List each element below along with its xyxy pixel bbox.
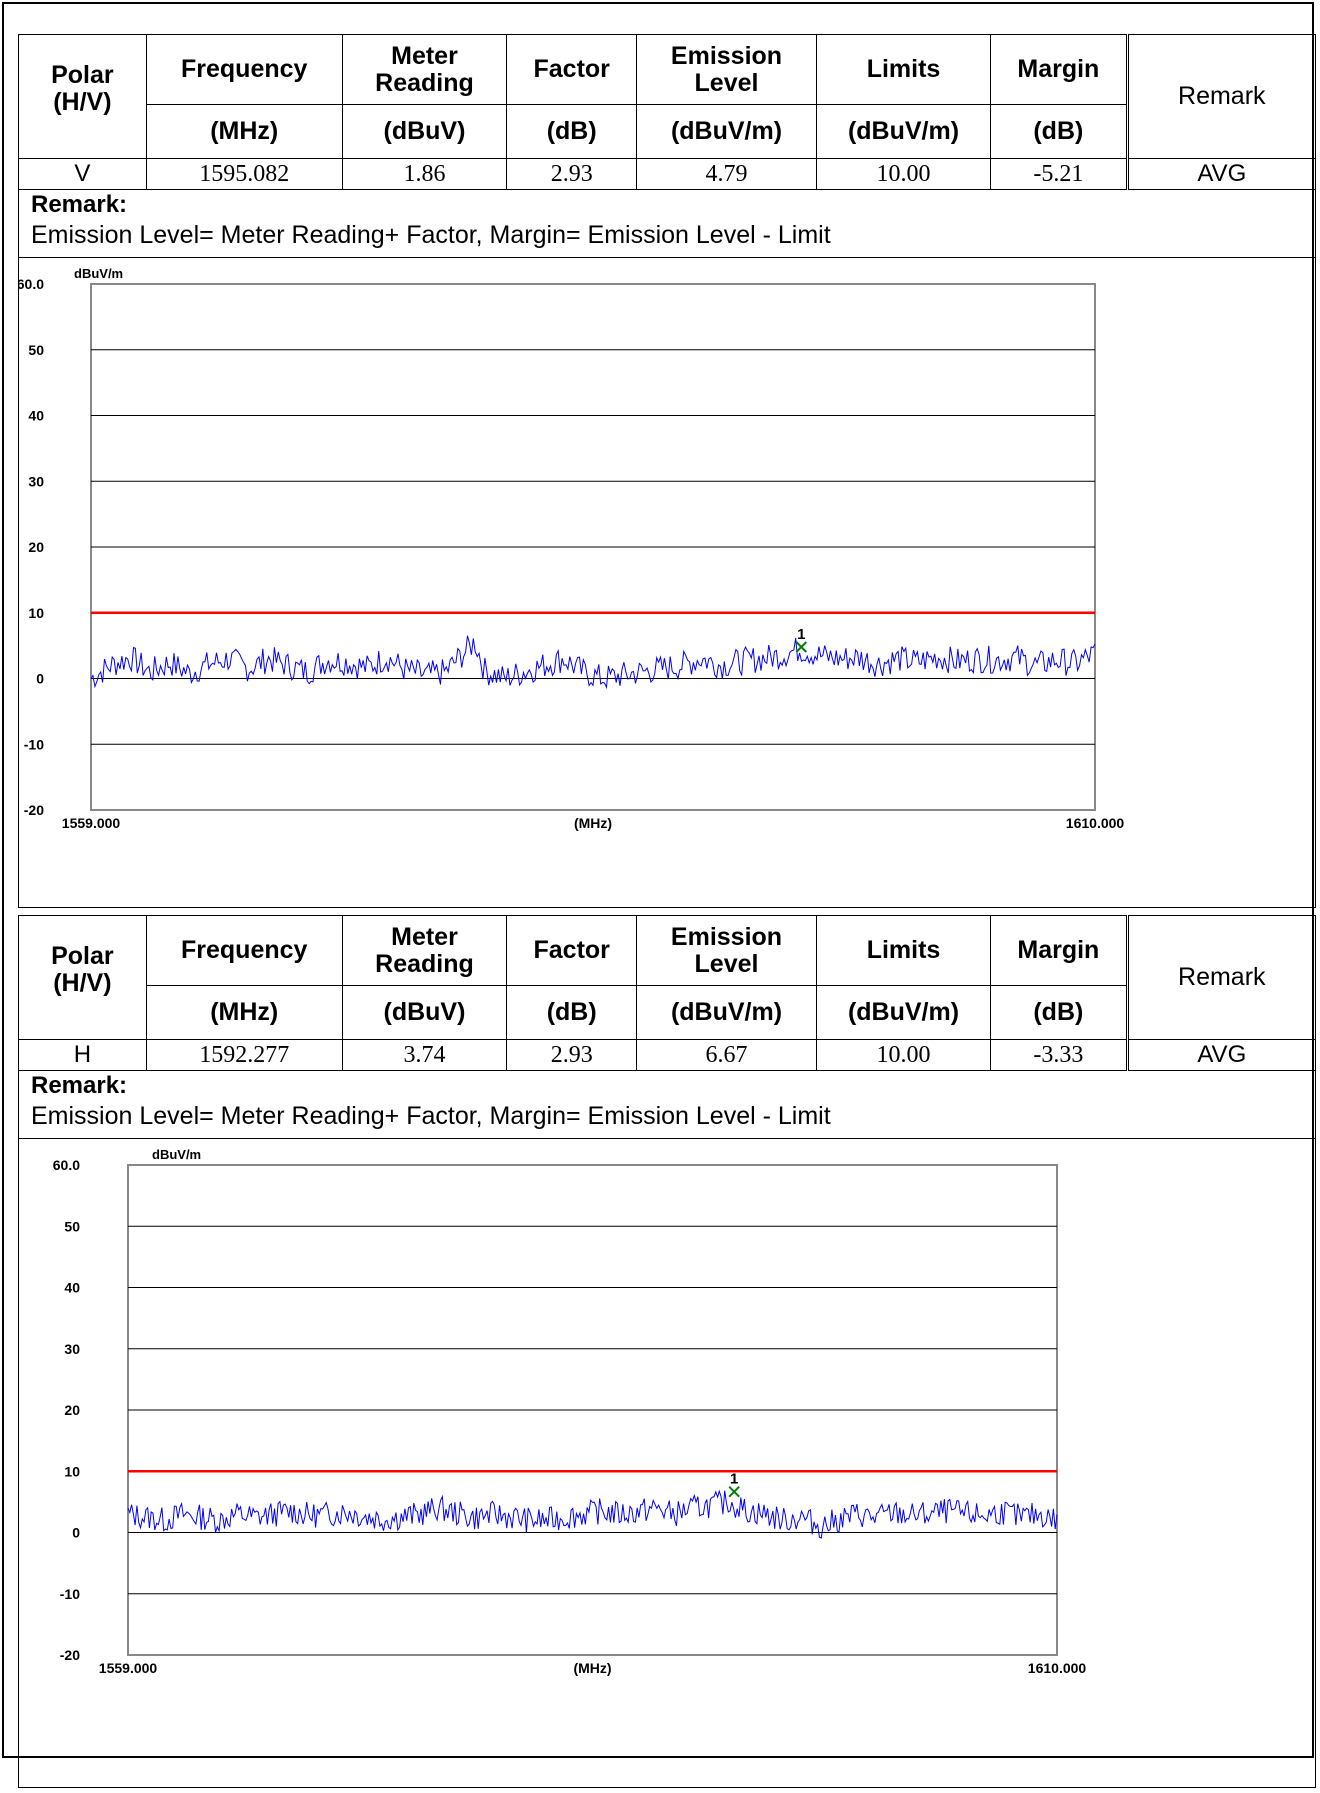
measurement-section-2: Polar (H/V) Frequency Meter Reading Fact… (18, 915, 1317, 1788)
remark-title: Remark: (31, 191, 128, 218)
header-remark: Remark (1125, 34, 1317, 159)
x-axis-label: (MHz) (574, 815, 612, 831)
measurement-table-2: Polar (H/V) Frequency Meter Reading Fact… (18, 915, 1317, 1071)
unit-meter-reading: (dBuV) (341, 985, 508, 1040)
marker-cross (795, 641, 808, 653)
remark-text: Emission Level= Meter Reading+ Factor, M… (31, 221, 831, 249)
y-axis-label: dBuV/m (74, 266, 123, 281)
header-polar: Polar (H/V) (18, 915, 147, 1040)
cell-factor: 2.93 (506, 158, 638, 190)
header-margin: Margin (990, 915, 1128, 986)
unit-margin: (dB) (990, 985, 1128, 1040)
x-tick-label: 1559.000 (99, 1660, 158, 1676)
remark-text: Emission Level= Meter Reading+ Factor, M… (31, 1102, 831, 1130)
table-row: V 1595.082 1.86 2.93 4.79 10.00 -5.21 AV… (18, 158, 1317, 190)
unit-frequency: (MHz) (145, 985, 343, 1040)
y-tick-label: -20 (24, 802, 44, 818)
table-row: H 1592.277 3.74 2.93 6.67 10.00 -3.33 AV… (18, 1039, 1317, 1071)
measurement-section-1: Polar (H/V) Frequency Meter Reading Fact… (17, 34, 1317, 908)
y-tick-label: 40 (64, 1280, 80, 1296)
unit-frequency: (MHz) (145, 104, 343, 159)
unit-margin: (dB) (990, 104, 1128, 159)
y-tick-label: 30 (64, 1341, 80, 1357)
x-tick-label: 1559.000 (62, 815, 121, 831)
y-tick-label: 50 (64, 1218, 80, 1234)
header-limits: Limits (815, 34, 992, 105)
y-tick-label: 20 (64, 1402, 80, 1418)
y-tick-label: 10 (28, 605, 44, 621)
header-factor: Factor (506, 34, 638, 105)
unit-limits: (dBuV/m) (815, 985, 992, 1040)
header-emission-level: Emission Level (636, 34, 817, 105)
cell-remark: AVG (1125, 158, 1317, 190)
y-axis-label: dBuV/m (152, 1147, 201, 1162)
header-meter-reading: Meter Reading (341, 915, 508, 986)
header-polar: Polar (H/V) (18, 34, 147, 159)
header-margin: Margin (990, 34, 1128, 105)
header-factor: Factor (506, 915, 638, 986)
emission-chart-1: 60.0 50 40 30 20 10 0 -10 -20 dBuV/m 1559.000 1610.… (17, 266, 1125, 831)
cell-emission-level: 6.67 (636, 1039, 817, 1071)
unit-factor: (dB) (506, 104, 638, 159)
x-axis-label: (MHz) (573, 1660, 611, 1676)
unit-limits: (dBuV/m) (815, 104, 992, 159)
unit-meter-reading: (dBuV) (341, 104, 508, 159)
remark-block-1: Remark: Emission Level= Meter Reading+ F… (18, 190, 1316, 258)
emission-chart-2: 60.0 50 40 30 20 10 0 -10 -20 dBuV/m 1559.000 1610.… (53, 1147, 1087, 1676)
chart-container-1: 60.0 50 40 30 20 10 0 -10 -20 dBuV/m 1559.000 1610.… (17, 258, 1316, 908)
cell-emission-level: 4.79 (636, 158, 817, 190)
cell-frequency: 1592.277 (145, 1039, 343, 1071)
remark-block-2: Remark: Emission Level= Meter Reading+ F… (18, 1071, 1316, 1139)
cell-margin: -5.21 (990, 158, 1128, 190)
cell-margin: -3.33 (990, 1039, 1128, 1071)
cell-remark: AVG (1125, 1039, 1317, 1071)
cell-meter-reading: 3.74 (341, 1039, 508, 1071)
cell-limits: 10.00 (815, 158, 992, 190)
measurement-table-1: Polar (H/V) Frequency Meter Reading Fact… (18, 34, 1317, 190)
marker-label: 1 (730, 1471, 738, 1488)
header-polar-text: Polar (H/V) (51, 941, 114, 997)
x-tick-label: 1610.000 (1066, 815, 1125, 831)
cell-factor: 2.93 (506, 1039, 638, 1071)
cell-polar: H (18, 1039, 147, 1071)
header-meter-reading: Meter Reading (341, 34, 508, 105)
unit-emission-level: (dBuV/m) (636, 985, 817, 1040)
y-tick-label: 40 (28, 408, 44, 424)
y-tick-label: 0 (72, 1525, 80, 1541)
y-tick-label: 20 (28, 539, 44, 555)
y-tick-label: -10 (24, 736, 44, 752)
x-tick-label: 1610.000 (1028, 1660, 1087, 1676)
header-polar-text: Polar (H/V) (51, 60, 114, 116)
y-tick-label: 50 (28, 342, 44, 358)
header-frequency: Frequency (145, 915, 343, 986)
y-tick-label: 60.0 (19, 276, 44, 292)
header-remark: Remark (1125, 915, 1317, 1040)
remark-title: Remark: (31, 1072, 128, 1099)
cell-polar: V (18, 158, 147, 190)
y-tick-label: 0 (36, 671, 44, 687)
cell-frequency: 1595.082 (145, 158, 343, 190)
y-tick-label: 30 (28, 473, 44, 489)
marker-label: 1 (797, 626, 805, 643)
y-tick-label: -20 (60, 1647, 80, 1663)
header-emission-level: Emission Level (636, 915, 817, 986)
chart-container-2: 60.0 50 40 30 20 10 0 -10 -20 dBuV/m 1559.000 1610.… (18, 1139, 1316, 1788)
y-tick-label: -10 (60, 1586, 80, 1602)
cell-meter-reading: 1.86 (341, 158, 508, 190)
cell-limits: 10.00 (815, 1039, 992, 1071)
unit-emission-level: (dBuV/m) (636, 104, 817, 159)
header-limits: Limits (815, 915, 992, 986)
y-tick-label: 10 (64, 1463, 80, 1479)
page-frame (2, 2, 1314, 1758)
y-tick-label: 60.0 (53, 1157, 80, 1173)
emission-trace (127, 1489, 1058, 1539)
header-frequency: Frequency (145, 34, 343, 105)
marker-cross (728, 1485, 740, 1498)
emission-trace (90, 635, 1096, 690)
unit-factor: (dB) (506, 985, 638, 1040)
